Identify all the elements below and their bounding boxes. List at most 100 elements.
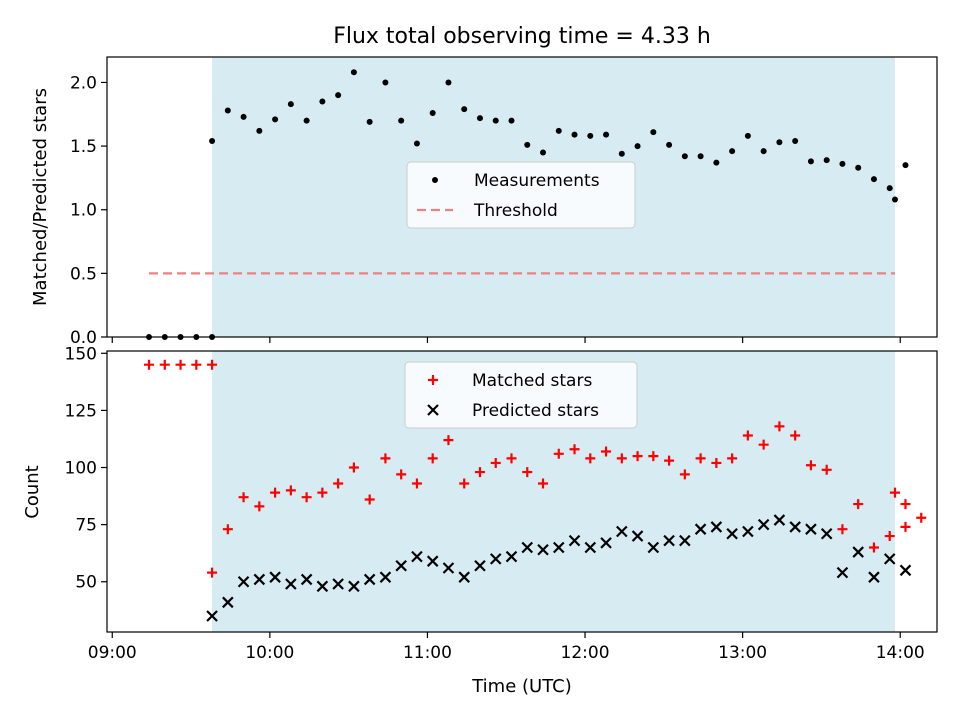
measurement-point: [713, 159, 720, 166]
x-tick-label: 13:00: [718, 643, 767, 663]
measurement-point: [650, 129, 657, 136]
measurement-point: [776, 139, 783, 146]
y-tick-label: 1.0: [70, 201, 97, 221]
matched-star-point: [884, 531, 895, 542]
matched-star-point: [900, 499, 911, 510]
legend-box: [404, 361, 638, 429]
matched-star-point: [427, 453, 438, 464]
matched-star-point: [679, 469, 690, 480]
matched-star-point: [159, 359, 170, 370]
chart-title: Flux total observing time = 4.33 h: [333, 24, 711, 49]
matched-star-point: [490, 457, 501, 468]
legend-box: [406, 161, 636, 229]
top-y-axis-label: Matched/Predicted stars: [30, 88, 51, 306]
predicted-star-point: [537, 543, 549, 556]
measurement-point: [209, 138, 216, 144]
measurement-point: [429, 110, 436, 116]
y-tick-label: 100: [65, 459, 97, 479]
matched-star-point: [585, 453, 596, 464]
predicted-star-point: [899, 564, 912, 577]
predicted-star-point: [489, 553, 502, 565]
matched-star-point: [191, 359, 202, 370]
measurement-point: [886, 185, 893, 192]
matched-star-point: [459, 478, 470, 489]
predicted-star-point: [631, 530, 644, 542]
matched-star-point: [348, 462, 359, 473]
measurement-point: [319, 98, 326, 105]
matched-star-point: [411, 478, 422, 489]
predicted-star-point: [852, 546, 864, 558]
axes-frame: [106, 56, 938, 338]
matched-star-point: [916, 512, 927, 523]
predicted-star-point: [584, 541, 597, 554]
predicted-star-point: [411, 550, 423, 563]
predicted-star-point: [206, 610, 218, 622]
matched-star-point: [270, 487, 281, 498]
measurement-point: [792, 138, 799, 144]
y-tick-label: 0.0: [70, 328, 97, 348]
predicted-star-point: [505, 550, 518, 563]
predicted-star-point: [883, 553, 896, 565]
measurement-point: [492, 117, 499, 124]
predicted-star-point: [710, 521, 723, 533]
matched-star-point: [569, 444, 580, 455]
predicted-star-point: [773, 514, 786, 526]
legend-marker-predicted: [427, 404, 439, 416]
measurement-point: [382, 79, 389, 86]
matched-star-point: [506, 453, 517, 464]
matched-star-point: [285, 485, 296, 496]
measurement-point: [303, 117, 310, 124]
legend-marker-measurements: [432, 177, 438, 183]
measurement-point: [807, 158, 814, 165]
predicted-star-point: [647, 541, 660, 554]
legend: Measurements Threshold: [406, 161, 636, 229]
predicted-star-point: [474, 559, 486, 572]
matched-star-point: [364, 494, 375, 505]
legend-label: Threshold: [473, 201, 558, 221]
predicted-star-point: [332, 578, 344, 590]
predicted-star-point: [426, 555, 439, 567]
matched-star-point: [254, 501, 265, 512]
x-tick-label: 09:00: [88, 643, 137, 663]
predicted-star-point: [726, 527, 738, 540]
measurement-point: [618, 150, 625, 157]
matched-star-point: [396, 469, 407, 480]
predicted-star-point: [805, 523, 817, 535]
measurement-point: [398, 117, 405, 124]
x-tick-label: 14:00: [876, 643, 925, 663]
measurement-point: [366, 118, 373, 125]
legend-label: Predicted stars: [472, 401, 599, 421]
predicted-star-point: [568, 534, 581, 547]
matched-star-point: [742, 430, 753, 441]
measurement-point: [508, 117, 515, 124]
y-tick-label: 150: [65, 344, 97, 364]
predicted-star-point: [789, 521, 801, 533]
bottom-y-axis-label: Count: [22, 465, 43, 518]
predicted-star-point: [552, 541, 565, 554]
matched-star-point: [175, 359, 186, 370]
legend: Matched stars Predicted stars: [404, 361, 638, 429]
predicted-star-point: [222, 596, 234, 609]
x-tick-label: 11:00: [403, 643, 452, 663]
matched-star-point: [474, 467, 485, 478]
matched-star-point: [727, 453, 738, 464]
measurement-point: [823, 157, 830, 164]
measurement-point: [256, 127, 263, 134]
predicted-star-point: [836, 566, 849, 579]
predicted-star-point: [442, 562, 455, 574]
predicted-star-point: [348, 580, 360, 593]
legend-label: Matched stars: [472, 371, 592, 391]
matched-star-point: [868, 542, 879, 553]
predicted-star-point: [663, 534, 675, 547]
matched-star-point: [695, 453, 706, 464]
x-axis-label: Time (UTC): [471, 676, 572, 697]
matched-star-point: [538, 478, 549, 489]
predicted-star-point: [285, 578, 297, 590]
measurement-point: [350, 69, 357, 76]
predicted-star-point: [679, 534, 691, 547]
matched-star-point: [301, 492, 312, 503]
measurement-point: [587, 132, 594, 139]
x-tick-label: 12:00: [561, 643, 610, 663]
legend-marker-matched: [428, 375, 438, 385]
